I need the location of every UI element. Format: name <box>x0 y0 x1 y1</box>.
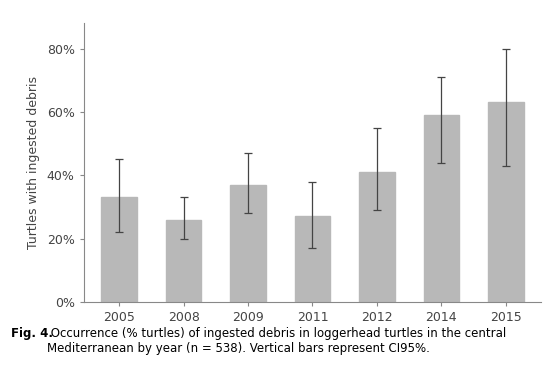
Y-axis label: Turtles with ingested debris: Turtles with ingested debris <box>27 76 40 249</box>
Bar <box>424 115 459 302</box>
Text: Occurrence (% turtles) of ingested debris in loggerhead turtles in the central
M: Occurrence (% turtles) of ingested debri… <box>47 327 507 355</box>
Bar <box>359 172 395 302</box>
Bar <box>488 103 523 302</box>
Bar <box>230 185 266 302</box>
Bar <box>166 219 201 302</box>
Bar <box>295 216 330 302</box>
Bar <box>102 197 137 302</box>
Text: Fig. 4.: Fig. 4. <box>11 327 53 340</box>
